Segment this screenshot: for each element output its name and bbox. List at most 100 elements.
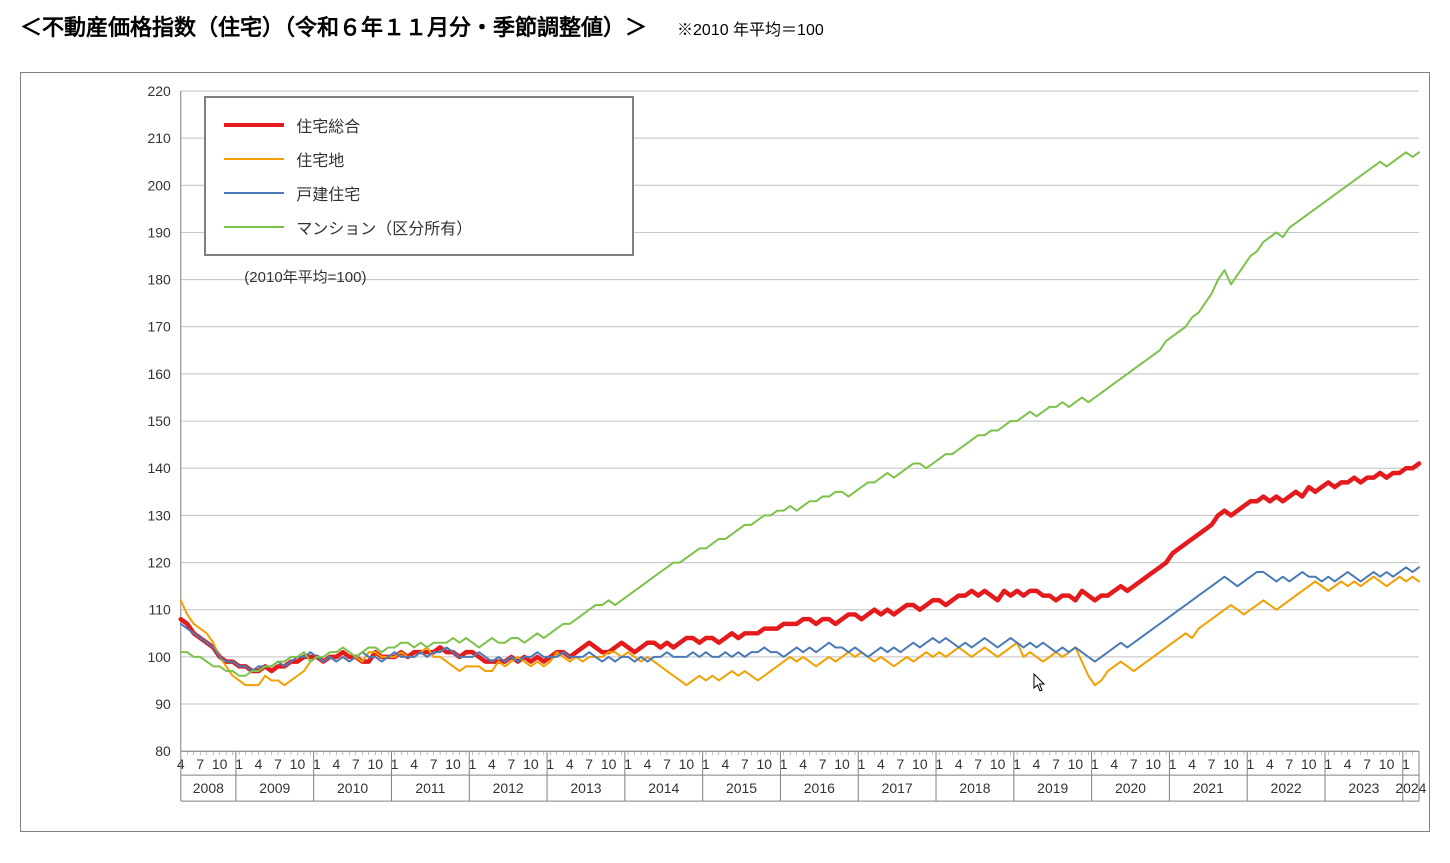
- legend-label: 戸建住宅: [296, 181, 360, 205]
- svg-text:2014: 2014: [648, 780, 679, 796]
- svg-text:7: 7: [1208, 756, 1216, 772]
- legend-swatch: [224, 226, 284, 228]
- svg-text:100: 100: [147, 649, 171, 665]
- legend-item: マンション（区分所有）: [224, 210, 614, 244]
- svg-text:10: 10: [367, 756, 383, 772]
- svg-text:2022: 2022: [1271, 780, 1302, 796]
- legend-swatch: [224, 192, 284, 194]
- svg-text:4: 4: [488, 756, 496, 772]
- svg-text:10: 10: [756, 756, 772, 772]
- svg-text:10: 10: [290, 756, 306, 772]
- svg-text:4: 4: [644, 756, 652, 772]
- legend-swatch: [224, 123, 284, 127]
- svg-text:7: 7: [430, 756, 438, 772]
- svg-text:170: 170: [147, 319, 171, 335]
- svg-text:4: 4: [799, 756, 807, 772]
- svg-text:10: 10: [523, 756, 539, 772]
- svg-text:90: 90: [155, 696, 171, 712]
- svg-text:2011: 2011: [415, 780, 445, 796]
- svg-text:2018: 2018: [959, 780, 990, 796]
- legend: 住宅総合住宅地戸建住宅マンション（区分所有）: [204, 96, 634, 256]
- svg-text:4: 4: [721, 756, 729, 772]
- svg-text:1: 1: [1091, 756, 1099, 772]
- svg-text:10: 10: [679, 756, 695, 772]
- svg-text:1: 1: [313, 756, 321, 772]
- svg-text:1: 1: [780, 756, 788, 772]
- svg-text:2015: 2015: [726, 780, 757, 796]
- svg-text:2024: 2024: [1395, 780, 1426, 796]
- svg-text:4: 4: [410, 756, 418, 772]
- svg-text:10: 10: [1379, 756, 1395, 772]
- svg-text:1: 1: [702, 756, 710, 772]
- svg-text:140: 140: [147, 460, 171, 476]
- svg-text:4: 4: [1110, 756, 1118, 772]
- svg-text:1: 1: [1247, 756, 1255, 772]
- svg-text:2020: 2020: [1115, 780, 1146, 796]
- svg-text:190: 190: [147, 224, 171, 240]
- svg-text:1: 1: [391, 756, 399, 772]
- svg-text:4: 4: [255, 756, 263, 772]
- svg-text:7: 7: [663, 756, 671, 772]
- legend-item: 住宅地: [224, 142, 614, 176]
- svg-text:7: 7: [896, 756, 904, 772]
- svg-text:1: 1: [469, 756, 477, 772]
- svg-text:7: 7: [585, 756, 593, 772]
- svg-text:7: 7: [741, 756, 749, 772]
- svg-text:4: 4: [566, 756, 574, 772]
- svg-text:2017: 2017: [882, 780, 913, 796]
- svg-text:10: 10: [445, 756, 461, 772]
- svg-text:4: 4: [1188, 756, 1196, 772]
- svg-text:1: 1: [1169, 756, 1177, 772]
- svg-text:1: 1: [624, 756, 632, 772]
- svg-text:160: 160: [147, 366, 171, 382]
- svg-text:7: 7: [352, 756, 360, 772]
- svg-text:10: 10: [1068, 756, 1084, 772]
- chart-frame: 8090100110120130140150160170180190200210…: [20, 72, 1430, 832]
- svg-text:2023: 2023: [1348, 780, 1379, 796]
- page-subtitle: ※2010 年平均＝100: [677, 16, 824, 40]
- svg-text:1: 1: [935, 756, 943, 772]
- svg-text:10: 10: [990, 756, 1006, 772]
- svg-text:10: 10: [1145, 756, 1161, 772]
- legend-item: 戸建住宅: [224, 176, 614, 210]
- svg-text:2012: 2012: [493, 780, 524, 796]
- chart-note: (2010年平均=100): [244, 269, 366, 286]
- svg-text:180: 180: [147, 272, 171, 288]
- svg-text:10: 10: [601, 756, 617, 772]
- svg-text:200: 200: [147, 177, 171, 193]
- svg-text:1: 1: [1402, 756, 1410, 772]
- svg-text:4: 4: [1266, 756, 1274, 772]
- svg-text:2010: 2010: [337, 780, 368, 796]
- svg-text:110: 110: [148, 602, 171, 618]
- legend-label: マンション（区分所有）: [296, 215, 472, 239]
- svg-text:7: 7: [196, 756, 204, 772]
- legend-label: 住宅地: [296, 147, 344, 171]
- svg-text:7: 7: [1052, 756, 1060, 772]
- svg-text:1: 1: [235, 756, 243, 772]
- svg-text:2016: 2016: [804, 780, 835, 796]
- svg-text:10: 10: [212, 756, 228, 772]
- svg-text:1: 1: [1013, 756, 1021, 772]
- svg-text:1: 1: [1324, 756, 1332, 772]
- svg-text:120: 120: [147, 555, 171, 571]
- svg-text:220: 220: [147, 83, 171, 99]
- svg-text:1: 1: [546, 756, 554, 772]
- svg-text:2008: 2008: [193, 780, 224, 796]
- svg-text:150: 150: [147, 413, 171, 429]
- svg-text:4: 4: [1033, 756, 1041, 772]
- svg-text:7: 7: [274, 756, 282, 772]
- svg-text:7: 7: [1130, 756, 1138, 772]
- svg-text:7: 7: [1285, 756, 1293, 772]
- svg-text:7: 7: [819, 756, 827, 772]
- svg-text:80: 80: [155, 743, 171, 759]
- svg-text:4: 4: [955, 756, 963, 772]
- svg-text:10: 10: [1223, 756, 1239, 772]
- legend-label: 住宅総合: [296, 113, 360, 137]
- svg-text:7: 7: [1363, 756, 1371, 772]
- svg-text:10: 10: [1301, 756, 1317, 772]
- svg-text:2019: 2019: [1037, 780, 1068, 796]
- svg-text:7: 7: [508, 756, 516, 772]
- svg-text:130: 130: [147, 507, 171, 523]
- svg-text:4: 4: [1344, 756, 1352, 772]
- svg-text:4: 4: [332, 756, 340, 772]
